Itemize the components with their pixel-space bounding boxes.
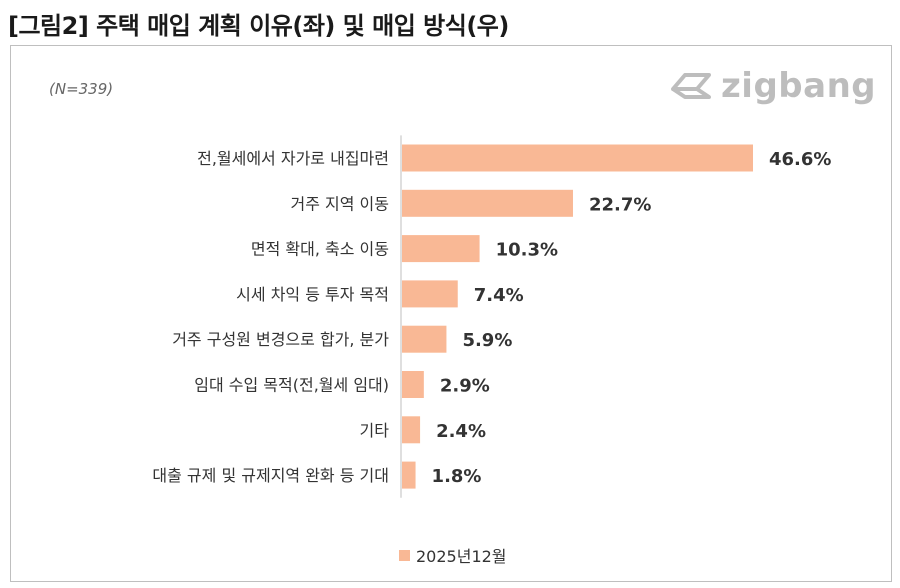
zigbang-logo: zigbang: [669, 66, 876, 106]
category-label: 대출 규제 및 규제지역 완화 등 기대: [152, 466, 389, 485]
data-label: 5.9%: [462, 330, 512, 351]
category-label: 시세 차익 등 투자 목적: [236, 285, 389, 304]
bar: [402, 280, 458, 308]
category-label: 거주 구성원 변경으로 합가, 분가: [172, 330, 389, 349]
bar: [402, 235, 480, 263]
bar: [402, 416, 421, 444]
bar: [402, 371, 424, 398]
data-label: 1.8%: [432, 466, 482, 487]
bar: [402, 144, 753, 172]
data-label: 10.3%: [496, 240, 558, 261]
bar: [402, 189, 573, 217]
category-label: 기타: [360, 421, 390, 440]
zigbang-logo-text: zigbang: [721, 66, 877, 106]
category-label: 임대 수입 목적(전,월세 임대): [194, 376, 389, 395]
bar: [402, 461, 416, 489]
sample-size-note: (N=339): [49, 80, 114, 98]
legend-label: 2025년12월: [416, 547, 507, 566]
bar-chart: 전,월세에서 자가로 내집마련 46.6% 거주 지역 이동 22.7% 면적 확대, …: [152, 135, 831, 498]
figure-title: [그림2] 주택 매입 계획 이유(좌) 및 매입 방식(우): [8, 12, 509, 40]
zigbang-logo-icon: [671, 73, 711, 99]
bar: [402, 325, 447, 353]
legend: 2025년12월: [399, 543, 507, 567]
chart-panel: (N=339) zigbang 전,월세에서 자가로 내집마련 46.6% 거주 지…: [10, 45, 892, 582]
data-label: 46.6%: [769, 149, 831, 170]
data-label: 2.9%: [440, 376, 490, 397]
legend-swatch: [399, 549, 410, 561]
data-label: 7.4%: [474, 285, 524, 306]
data-label: 2.4%: [436, 421, 486, 442]
category-label: 거주 지역 이동: [291, 194, 390, 213]
data-label: 22.7%: [589, 194, 651, 215]
category-label: 전,월세에서 자가로 내집마련: [197, 149, 389, 168]
category-label: 면적 확대, 축소 이동: [251, 240, 389, 259]
